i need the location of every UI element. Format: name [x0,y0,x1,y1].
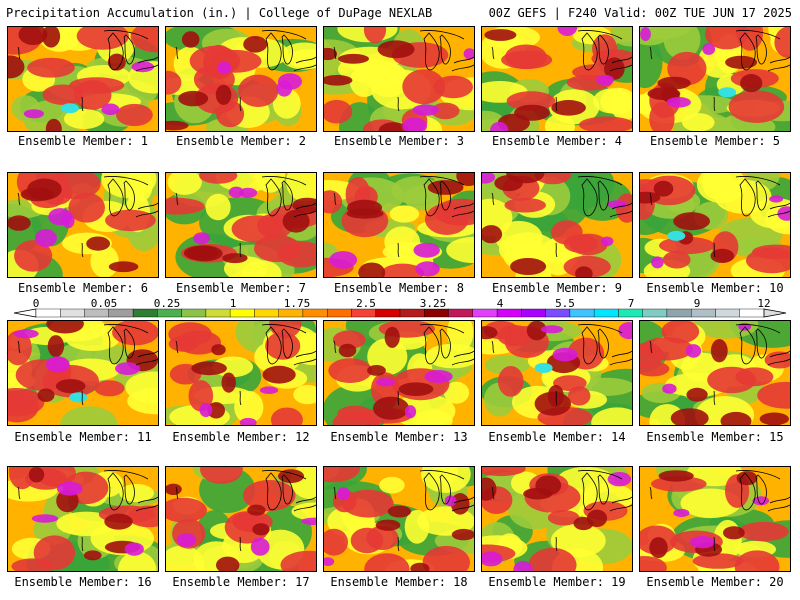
colorbar-tick-label: 9 [693,297,701,310]
colorbar-swatch [278,308,304,318]
ensemble-member-map [323,466,475,572]
colorbar-tick-label: 4 [496,297,504,310]
panel-label: Ensemble Member: 16 [14,575,152,589]
colorbar-swatch [84,308,109,318]
colorbar-swatch [108,308,134,318]
colorbar-swatch [472,308,498,318]
panel-label: Ensemble Member: 13 [330,430,468,444]
colorbar-swatch [60,308,85,318]
colorbar-swatch [521,308,546,318]
ensemble-member-map [323,172,475,278]
panel-label: Ensemble Member: 18 [330,575,468,589]
colorbar-tick-label: 1 [229,297,237,310]
colorbar-swatch [375,308,401,318]
ensemble-member-map [639,26,791,132]
ensemble-member-map [481,172,633,278]
ensemble-member-map [165,172,317,278]
colorbar-swatch [399,308,425,318]
colorbar-swatch [327,308,352,318]
panel-label: Ensemble Member: 6 [17,281,149,295]
panel-label: Ensemble Member: 17 [172,575,310,589]
ensemble-member-map [639,172,791,278]
ensemble-member-map [7,320,159,426]
ensemble-member-map [323,26,475,132]
panel-label: Ensemble Member: 20 [646,575,784,589]
ensemble-member-map [639,466,791,572]
ensemble-member-map [481,26,633,132]
ensemble-member-map [165,26,317,132]
colorbar-swatch [642,308,668,318]
colorbar-swatch [496,308,522,318]
panel-label: Ensemble Member: 5 [649,134,781,148]
colorbar-tick-label: 0.25 [153,297,181,310]
panel-label: Ensemble Member: 1 [17,134,149,148]
ensemble-member-map [7,26,159,132]
panel-label: Ensemble Member: 12 [172,430,310,444]
colorbar-tick-label: 1.75 [283,297,311,310]
colorbar-swatch [618,308,643,318]
colorbar-tick-label: 5.5 [555,297,575,310]
colorbar-swatch [35,308,61,318]
panel-label: Ensemble Member: 11 [14,430,152,444]
ensemble-member-map [165,320,317,426]
colorbar-tick-label: 0.05 [90,297,118,310]
colorbar-swatch [132,308,158,318]
panel-label: Ensemble Member: 15 [646,430,784,444]
colorbar-swatch [545,308,571,318]
panel-label: Ensemble Member: 14 [488,430,626,444]
colorbar-swatch [302,308,328,318]
colorbar-swatch [691,308,716,318]
colorbar-tick-label: 2.5 [356,297,376,310]
ensemble-member-map [165,466,317,572]
colorbar-swatch [351,308,376,318]
panel-label: Ensemble Member: 7 [175,281,307,295]
ensemble-member-map [481,466,633,572]
panel-label: Ensemble Member: 4 [491,134,623,148]
colorbar-swatch [229,308,255,318]
panel-label: Ensemble Member: 9 [491,281,623,295]
colorbar-tick-label: 12 [757,297,771,310]
ensemble-member-map [481,320,633,426]
colorbar-tick-label: 0 [32,297,40,310]
map-title: Precipitation Accumulation (in.) | Colle… [6,6,433,20]
colorbar-swatch [205,308,231,318]
panel-label: Ensemble Member: 19 [488,575,626,589]
panel-label: Ensemble Member: 2 [175,134,307,148]
panel-label: Ensemble Member: 8 [333,281,465,295]
colorbar-swatch [254,308,279,318]
panel-label: Ensemble Member: 3 [333,134,465,148]
colorbar-swatch [181,308,207,318]
precip-colorbar [13,308,787,318]
colorbar-swatch [593,308,619,318]
colorbar-tick-label: 7 [627,297,635,310]
colorbar-swatch [448,308,473,318]
colorbar-swatch [715,308,740,318]
colorbar-swatch [569,308,595,318]
ensemble-member-map [7,466,159,572]
colorbar-swatch [666,308,692,318]
ensemble-member-map [639,320,791,426]
colorbar-swatch [424,308,449,318]
ensemble-member-map [323,320,475,426]
colorbar-swatch [157,308,182,318]
panel-label: Ensemble Member: 10 [646,281,784,295]
forecast-valid-time: 00Z GEFS | F240 Valid: 00Z TUE JUN 17 20… [488,6,792,20]
colorbar-swatch [739,308,765,318]
ensemble-member-map [7,172,159,278]
colorbar-tick-label: 3.25 [419,297,447,310]
